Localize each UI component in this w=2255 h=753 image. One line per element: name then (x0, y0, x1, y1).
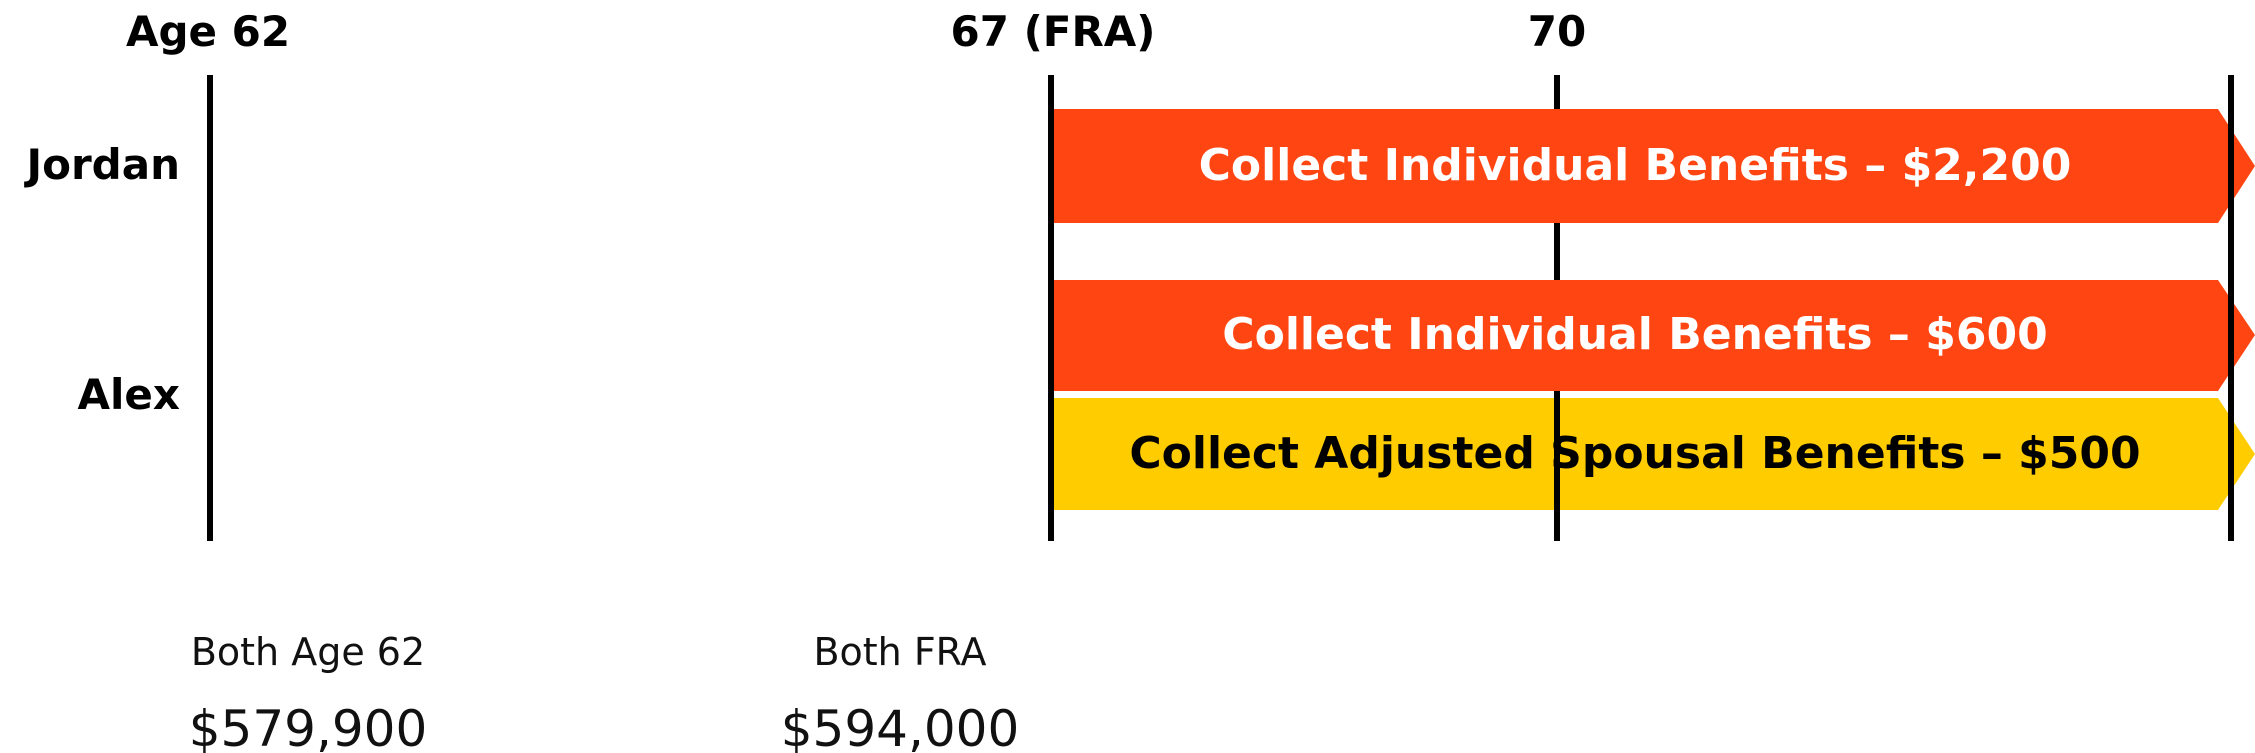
marker-label: 67 (FRA) (951, 7, 1156, 56)
summary-value: $579,900 (189, 700, 428, 753)
person-name: Alex (78, 370, 180, 419)
bar-label: Collect Individual Benefits – $2,200 (1199, 140, 2072, 191)
benefit-bar (1054, 398, 2255, 510)
bar-cover (1054, 109, 2218, 223)
bar-cover (1054, 280, 2218, 391)
summary-value: $594,000 (781, 700, 1020, 753)
marker-label: Age 62 (126, 7, 290, 56)
person-name: Jordan (23, 140, 180, 189)
summary-label: Both Age 62 (191, 630, 425, 674)
summary-label: Both FRA (813, 630, 986, 674)
bar-label: Collect Individual Benefits – $600 (1222, 309, 2047, 360)
bar-label: Collect Adjusted Spousal Benefits – $500 (1129, 428, 2140, 479)
marker-label: 70 (1528, 7, 1586, 56)
